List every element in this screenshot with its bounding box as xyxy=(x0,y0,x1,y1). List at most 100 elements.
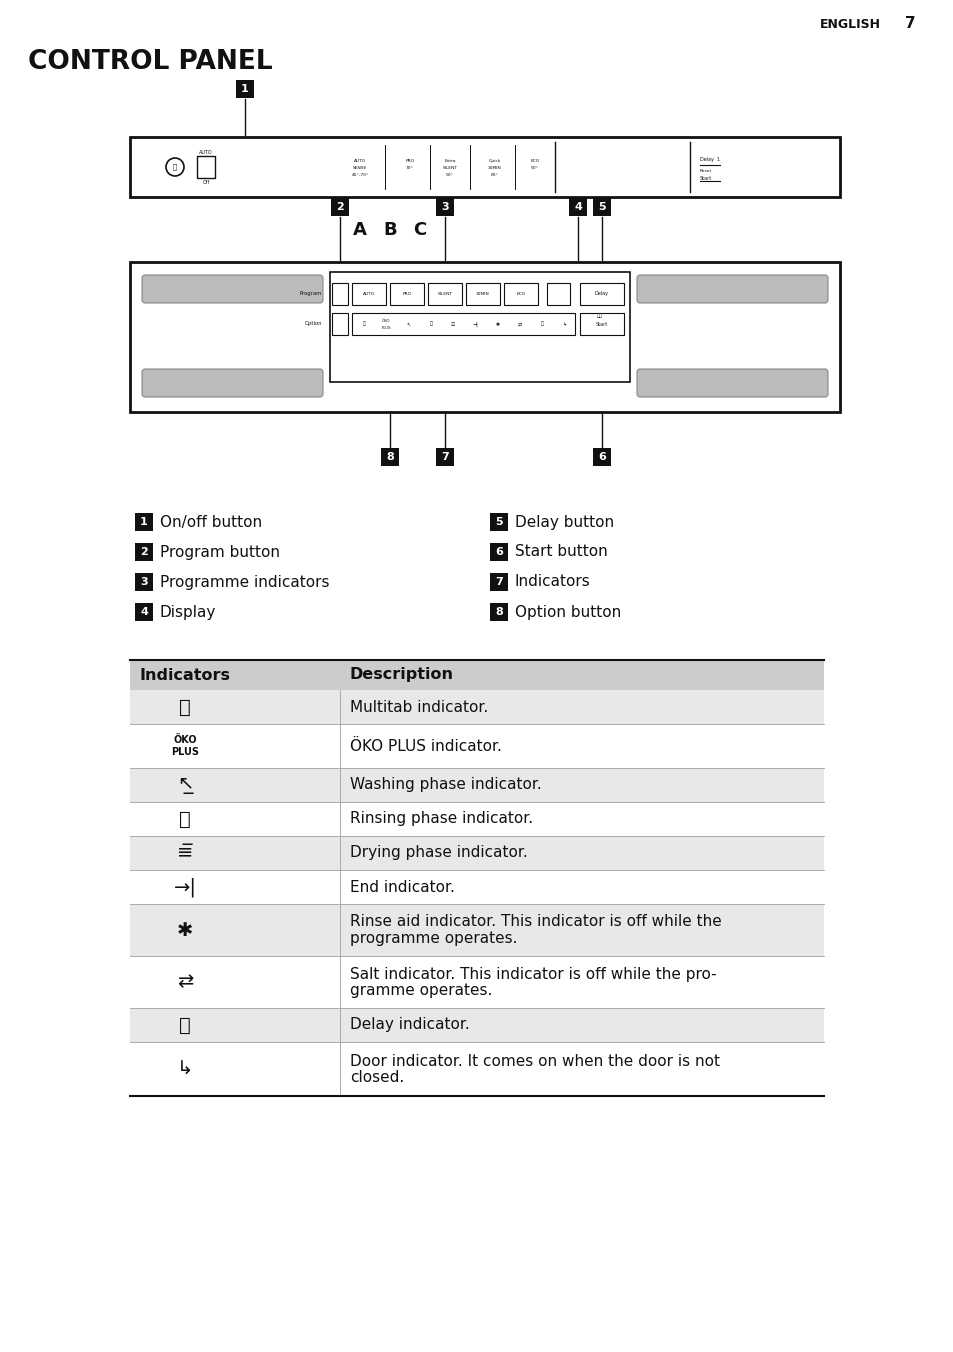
Bar xyxy=(130,1009,823,1042)
Bar xyxy=(130,725,823,768)
Text: Display: Display xyxy=(160,604,216,619)
Text: 6: 6 xyxy=(495,548,502,557)
Bar xyxy=(546,283,569,306)
Text: closed.: closed. xyxy=(350,1069,404,1084)
Bar xyxy=(352,314,575,335)
Bar xyxy=(332,314,348,335)
Text: On/off button: On/off button xyxy=(160,515,262,530)
Bar xyxy=(436,448,454,466)
Text: SILENT: SILENT xyxy=(442,166,457,170)
Bar xyxy=(490,573,507,591)
Text: Delay button: Delay button xyxy=(515,515,614,530)
Bar xyxy=(331,197,349,216)
Text: PLUS: PLUS xyxy=(381,326,391,330)
Bar xyxy=(130,904,823,956)
Text: ⏻: ⏻ xyxy=(172,164,177,170)
Text: 50°: 50° xyxy=(531,166,538,170)
Text: 30MIN: 30MIN xyxy=(488,166,501,170)
Bar xyxy=(130,802,823,836)
Bar xyxy=(579,314,623,335)
Text: 2: 2 xyxy=(140,548,148,557)
Text: Multitab indicator.: Multitab indicator. xyxy=(350,699,488,714)
Text: CONTROL PANEL: CONTROL PANEL xyxy=(28,49,273,74)
Bar xyxy=(490,544,507,561)
Bar xyxy=(130,768,823,802)
Text: Drying phase indicator.: Drying phase indicator. xyxy=(350,845,527,860)
Text: SENSE: SENSE xyxy=(353,166,367,170)
Bar xyxy=(380,448,398,466)
Text: C: C xyxy=(413,220,426,239)
Text: ⌛: ⌛ xyxy=(540,322,543,326)
FancyBboxPatch shape xyxy=(142,369,323,397)
Text: A: A xyxy=(353,220,367,239)
Text: 50°: 50° xyxy=(446,173,454,177)
Text: Rinsing phase indicator.: Rinsing phase indicator. xyxy=(350,811,533,826)
Text: 45°-70°: 45°-70° xyxy=(351,173,368,177)
Bar xyxy=(593,197,610,216)
Text: 8: 8 xyxy=(386,452,394,462)
Text: Delay: Delay xyxy=(595,292,608,296)
Text: →|: →| xyxy=(173,877,196,896)
Bar xyxy=(130,869,823,904)
Text: 7: 7 xyxy=(495,577,502,587)
Bar xyxy=(130,660,823,690)
Bar xyxy=(352,283,386,306)
Bar xyxy=(135,544,152,561)
Text: ☲: ☲ xyxy=(451,322,455,326)
Bar xyxy=(465,283,499,306)
Text: AUTO: AUTO xyxy=(199,150,213,155)
Bar xyxy=(436,197,454,216)
Bar xyxy=(130,262,840,412)
Text: PLUS: PLUS xyxy=(171,748,199,757)
Text: 2: 2 xyxy=(335,201,343,212)
Text: Start: Start xyxy=(700,176,712,181)
Bar xyxy=(135,573,152,591)
Text: Delay indicator.: Delay indicator. xyxy=(350,1018,469,1033)
Text: End indicator.: End indicator. xyxy=(350,880,455,895)
Text: Door indicator. It comes on when the door is not: Door indicator. It comes on when the doo… xyxy=(350,1053,720,1068)
Bar xyxy=(428,283,461,306)
Text: PRO: PRO xyxy=(405,160,414,164)
Text: Reset: Reset xyxy=(700,169,712,173)
Text: ✱: ✱ xyxy=(176,921,193,940)
Text: ENGLISH: ENGLISH xyxy=(820,18,880,31)
Text: AUTO: AUTO xyxy=(362,292,375,296)
Text: ⇄: ⇄ xyxy=(176,972,193,991)
Text: 1: 1 xyxy=(140,516,148,527)
Text: B: B xyxy=(383,220,396,239)
Bar xyxy=(130,836,823,869)
Text: ⏵⌚: ⏵⌚ xyxy=(597,314,602,319)
Text: 5: 5 xyxy=(598,201,605,212)
Text: ≡̅: ≡̅ xyxy=(176,844,193,863)
Text: ÖKO: ÖKO xyxy=(381,319,390,323)
Bar xyxy=(593,448,610,466)
Text: 5: 5 xyxy=(495,516,502,527)
Text: PRO: PRO xyxy=(402,292,411,296)
Bar xyxy=(130,690,823,725)
Bar xyxy=(569,197,587,216)
Bar xyxy=(235,80,253,97)
Text: 70°: 70° xyxy=(406,166,414,170)
Bar xyxy=(130,1042,823,1096)
FancyBboxPatch shape xyxy=(637,369,827,397)
Text: SILENT: SILENT xyxy=(437,292,452,296)
Text: 60°: 60° xyxy=(491,173,498,177)
Bar xyxy=(490,603,507,621)
Bar xyxy=(390,283,423,306)
Text: Salt indicator. This indicator is off while the pro-: Salt indicator. This indicator is off wh… xyxy=(350,967,716,982)
Text: Start button: Start button xyxy=(515,545,607,560)
Text: 7: 7 xyxy=(904,16,915,31)
Text: ÖKO: ÖKO xyxy=(173,735,196,745)
Text: →|: →| xyxy=(472,322,478,327)
Text: ↖̲: ↖̲ xyxy=(176,776,193,795)
Text: 8: 8 xyxy=(495,607,502,617)
Text: 1: 1 xyxy=(241,84,249,95)
Text: ECO: ECO xyxy=(530,160,539,164)
Text: 4: 4 xyxy=(574,201,582,212)
FancyBboxPatch shape xyxy=(637,274,827,303)
Circle shape xyxy=(166,158,184,176)
Text: 4: 4 xyxy=(140,607,148,617)
Text: gramme operates.: gramme operates. xyxy=(350,983,492,998)
Text: ECO: ECO xyxy=(516,292,525,296)
FancyBboxPatch shape xyxy=(142,274,323,303)
